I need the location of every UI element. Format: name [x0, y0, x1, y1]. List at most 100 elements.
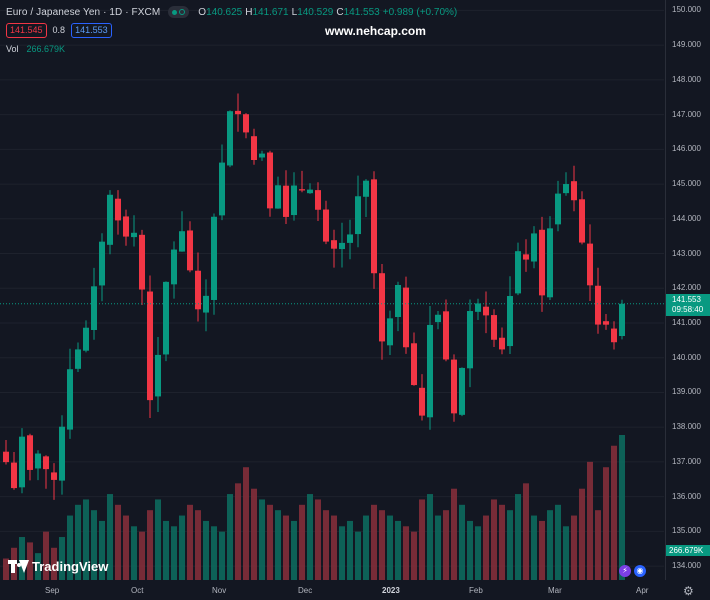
- candle-body: [267, 152, 273, 209]
- candle: [603, 314, 609, 330]
- volume-bar: [131, 526, 137, 580]
- volume-bar: [139, 531, 145, 580]
- close-value: 141.553: [343, 6, 380, 18]
- volume-bar: [475, 526, 481, 580]
- candle: [571, 165, 577, 212]
- price-axis-label: 145.000: [672, 179, 701, 189]
- candle: [387, 310, 393, 356]
- candle-body: [123, 216, 129, 237]
- tradingview-logo[interactable]: TradingView: [8, 559, 108, 574]
- candle-body: [3, 451, 9, 463]
- candle-body: [483, 306, 489, 316]
- candle: [395, 281, 401, 332]
- candle: [107, 190, 113, 255]
- candle-body: [539, 229, 545, 296]
- price-axis-label: 136.000: [672, 491, 701, 501]
- price-axis-label: 143.000: [672, 248, 701, 258]
- candle: [251, 128, 257, 165]
- volume-legend[interactable]: Vol 266.679K: [6, 44, 65, 54]
- volume-bar: [467, 520, 473, 580]
- logo-text: TradingView: [32, 559, 109, 574]
- volume-bar: [19, 537, 25, 580]
- volume-bar: [363, 515, 369, 580]
- globe-icon[interactable]: ◉: [634, 565, 646, 577]
- candle-body: [347, 234, 353, 243]
- candle: [515, 242, 521, 296]
- high-value: 141.671: [252, 6, 289, 18]
- candle-body: [171, 249, 177, 285]
- volume-bar: [443, 510, 449, 580]
- market-status-indicator[interactable]: [168, 6, 190, 18]
- candle-body: [259, 153, 265, 158]
- volume-bar: [339, 526, 345, 580]
- candle: [195, 252, 201, 322]
- candle: [3, 440, 9, 465]
- candle: [411, 332, 417, 386]
- volume-bar: [67, 515, 73, 580]
- candle: [139, 229, 145, 306]
- volume-bar: [59, 537, 65, 580]
- volume-bar: [435, 515, 441, 580]
- candle: [403, 276, 409, 354]
- volume-bar: [603, 467, 609, 580]
- candle-body: [323, 209, 329, 242]
- candle-body: [67, 369, 73, 430]
- volume-bar: [379, 510, 385, 580]
- volume-bar: [539, 520, 545, 580]
- volume-bar: [555, 504, 561, 580]
- lightning-icon[interactable]: ⚡: [619, 565, 631, 577]
- volume-bar: [91, 510, 97, 580]
- candle-body: [75, 349, 81, 369]
- volume-bar: [331, 515, 337, 580]
- candle-body: [515, 251, 521, 294]
- candle: [595, 267, 601, 334]
- volume-bar: [243, 467, 249, 580]
- candle-body: [523, 254, 529, 260]
- candle: [235, 93, 241, 132]
- candle: [363, 179, 369, 218]
- candle: [131, 215, 137, 247]
- volume-bar: [259, 499, 265, 580]
- gear-icon[interactable]: ⚙: [683, 584, 694, 598]
- candle-body: [91, 286, 97, 330]
- volume-bar: [587, 461, 593, 580]
- candle-body: [587, 243, 593, 286]
- candle-body: [19, 436, 25, 488]
- close-label: C: [336, 6, 344, 18]
- candle: [11, 452, 17, 490]
- price-axis-label: 150.000: [672, 5, 701, 15]
- candle-body: [251, 136, 257, 161]
- symbol-title[interactable]: Euro / Japanese Yen · 1D · FXCM: [6, 6, 161, 18]
- sell-price-button[interactable]: 141.545: [6, 22, 47, 38]
- last-price-value: 141.553: [672, 295, 701, 304]
- volume-value: 266.679K: [26, 44, 66, 54]
- candle-body: [307, 189, 313, 194]
- volume-bar: [107, 494, 113, 580]
- candle-body: [435, 314, 441, 323]
- candle-body: [203, 295, 209, 313]
- candle: [307, 183, 313, 194]
- volume-bar: [371, 504, 377, 580]
- price-axis-label: 141.000: [672, 317, 701, 327]
- low-value: 140.529: [297, 6, 334, 18]
- candle-body: [155, 354, 161, 397]
- candle-body: [507, 296, 513, 347]
- candle-body: [379, 273, 385, 342]
- buy-price-button[interactable]: 141.553: [71, 22, 112, 38]
- candle-body: [275, 185, 281, 209]
- volume-bar: [611, 445, 617, 580]
- volume-bar: [267, 504, 273, 580]
- candle: [611, 321, 617, 350]
- candle: [67, 348, 73, 439]
- candle: [523, 239, 529, 272]
- volume-bar: [579, 488, 585, 580]
- candle: [163, 281, 169, 362]
- candle: [123, 209, 129, 246]
- candle-body: [355, 196, 361, 235]
- tradingview-mark-icon: [8, 560, 29, 573]
- candle: [27, 433, 33, 481]
- candle: [291, 172, 297, 221]
- candle-body: [499, 337, 505, 350]
- volume-bar: [387, 515, 393, 580]
